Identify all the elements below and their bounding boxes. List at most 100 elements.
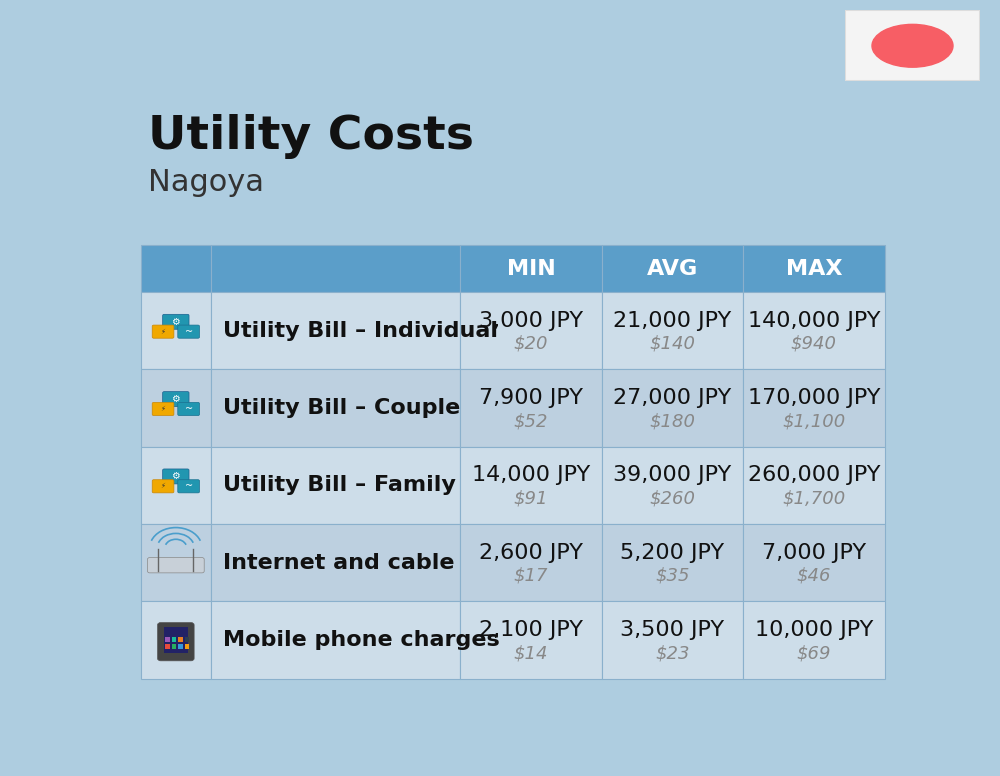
Bar bbox=[602, 245, 743, 292]
FancyBboxPatch shape bbox=[152, 403, 174, 415]
Text: 7,000 JPY: 7,000 JPY bbox=[762, 542, 866, 563]
Text: ⚡: ⚡ bbox=[161, 406, 165, 412]
Text: $35: $35 bbox=[655, 566, 690, 585]
Bar bbox=[178, 644, 183, 650]
Bar bbox=[140, 245, 211, 292]
Text: $14: $14 bbox=[514, 644, 548, 662]
Text: ⚙: ⚙ bbox=[171, 394, 180, 404]
FancyBboxPatch shape bbox=[163, 314, 189, 329]
Text: ⚡: ⚡ bbox=[161, 483, 165, 490]
FancyBboxPatch shape bbox=[845, 10, 980, 81]
Text: ~: ~ bbox=[185, 481, 193, 491]
Text: 3,500 JPY: 3,500 JPY bbox=[620, 620, 725, 640]
Bar bbox=[185, 644, 189, 650]
FancyBboxPatch shape bbox=[178, 480, 199, 493]
Bar bbox=[211, 245, 460, 292]
FancyBboxPatch shape bbox=[147, 558, 204, 573]
Bar bbox=[743, 447, 885, 524]
Bar bbox=[460, 601, 602, 679]
FancyBboxPatch shape bbox=[178, 403, 199, 415]
Text: $140: $140 bbox=[649, 334, 695, 353]
Text: 14,000 JPY: 14,000 JPY bbox=[472, 466, 590, 485]
Text: 7,900 JPY: 7,900 JPY bbox=[479, 388, 583, 408]
FancyBboxPatch shape bbox=[152, 325, 174, 338]
Text: MAX: MAX bbox=[786, 258, 842, 279]
Text: $180: $180 bbox=[649, 412, 695, 430]
FancyBboxPatch shape bbox=[178, 325, 199, 338]
Text: $69: $69 bbox=[797, 644, 831, 662]
Text: 21,000 JPY: 21,000 JPY bbox=[613, 310, 732, 331]
Text: 260,000 JPY: 260,000 JPY bbox=[748, 466, 880, 485]
Text: 140,000 JPY: 140,000 JPY bbox=[748, 310, 880, 331]
Bar bbox=[165, 644, 170, 650]
Bar bbox=[460, 447, 602, 524]
Text: $46: $46 bbox=[797, 566, 831, 585]
Bar bbox=[743, 524, 885, 601]
Circle shape bbox=[872, 24, 953, 68]
Bar bbox=[140, 601, 211, 679]
Bar bbox=[140, 447, 211, 524]
Bar bbox=[140, 524, 211, 601]
Text: Nagoya: Nagoya bbox=[148, 168, 264, 197]
Text: ~: ~ bbox=[185, 327, 193, 337]
Text: $91: $91 bbox=[514, 490, 548, 508]
FancyBboxPatch shape bbox=[163, 469, 189, 484]
Text: $17: $17 bbox=[514, 566, 548, 585]
Bar bbox=[602, 292, 743, 369]
Text: $52: $52 bbox=[514, 412, 548, 430]
Text: $23: $23 bbox=[655, 644, 690, 662]
Bar bbox=[140, 369, 211, 447]
Text: 2,600 JPY: 2,600 JPY bbox=[479, 542, 583, 563]
Bar bbox=[460, 292, 602, 369]
Text: $1,100: $1,100 bbox=[782, 412, 845, 430]
Text: 10,000 JPY: 10,000 JPY bbox=[755, 620, 873, 640]
Bar bbox=[165, 636, 170, 642]
Text: MIN: MIN bbox=[507, 258, 555, 279]
Bar bbox=[602, 601, 743, 679]
Bar bbox=[185, 636, 189, 642]
FancyBboxPatch shape bbox=[152, 480, 174, 493]
Bar bbox=[602, 524, 743, 601]
Bar bbox=[460, 524, 602, 601]
Bar bbox=[602, 447, 743, 524]
Bar bbox=[743, 601, 885, 679]
Bar bbox=[460, 245, 602, 292]
Text: ~: ~ bbox=[185, 404, 193, 414]
Bar bbox=[172, 636, 176, 642]
FancyBboxPatch shape bbox=[158, 622, 194, 661]
Bar bbox=[602, 369, 743, 447]
Bar bbox=[211, 601, 460, 679]
Text: Utility Bill – Individual: Utility Bill – Individual bbox=[223, 320, 498, 341]
Text: $20: $20 bbox=[514, 334, 548, 353]
Text: Utility Costs: Utility Costs bbox=[148, 114, 474, 159]
Text: $1,700: $1,700 bbox=[782, 490, 845, 508]
Text: AVG: AVG bbox=[647, 258, 698, 279]
Bar bbox=[178, 636, 183, 642]
Text: Utility Bill – Couple: Utility Bill – Couple bbox=[223, 398, 460, 418]
Bar bbox=[211, 369, 460, 447]
Text: Utility Bill – Family: Utility Bill – Family bbox=[223, 476, 456, 495]
FancyBboxPatch shape bbox=[164, 628, 188, 653]
Text: $260: $260 bbox=[649, 490, 695, 508]
Text: ⚙: ⚙ bbox=[171, 317, 180, 327]
Bar bbox=[743, 369, 885, 447]
Text: Mobile phone charges: Mobile phone charges bbox=[223, 630, 500, 650]
FancyBboxPatch shape bbox=[163, 392, 189, 407]
Text: 170,000 JPY: 170,000 JPY bbox=[748, 388, 880, 408]
Bar bbox=[743, 245, 885, 292]
Bar bbox=[743, 292, 885, 369]
Text: 5,200 JPY: 5,200 JPY bbox=[620, 542, 725, 563]
Text: Internet and cable: Internet and cable bbox=[223, 553, 454, 573]
Text: ⚡: ⚡ bbox=[161, 329, 165, 334]
Text: 39,000 JPY: 39,000 JPY bbox=[613, 466, 732, 485]
Bar bbox=[140, 292, 211, 369]
Text: 2,100 JPY: 2,100 JPY bbox=[479, 620, 583, 640]
Text: 3,000 JPY: 3,000 JPY bbox=[479, 310, 583, 331]
Bar bbox=[172, 644, 176, 650]
Bar bbox=[460, 369, 602, 447]
Text: 27,000 JPY: 27,000 JPY bbox=[613, 388, 732, 408]
Text: $940: $940 bbox=[791, 334, 837, 353]
Text: ⚙: ⚙ bbox=[171, 472, 180, 481]
Bar bbox=[211, 524, 460, 601]
Bar bbox=[211, 292, 460, 369]
